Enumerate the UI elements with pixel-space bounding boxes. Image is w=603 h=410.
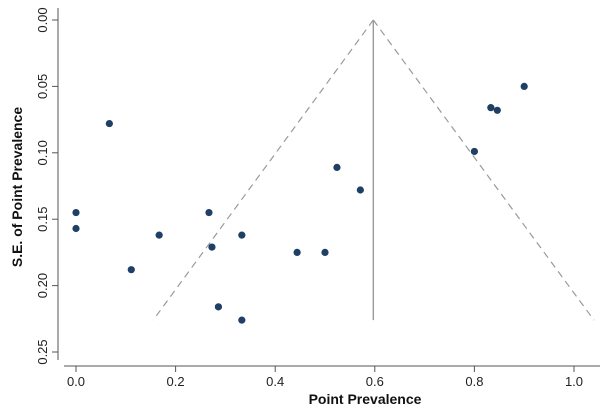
y-tick-label: 0.20 [35, 273, 50, 298]
data-point [214, 303, 223, 311]
y-axis-title: S.E. of Point Prevalence [9, 107, 25, 267]
data-point [487, 104, 495, 112]
data-point [238, 316, 246, 324]
x-tick-group: 0.0 0.2 0.4 0.6 0.8 1.0 [67, 366, 583, 389]
data-point [105, 119, 113, 128]
data-point [208, 243, 216, 251]
data-point [155, 231, 163, 239]
x-axis-title: Point Prevalence [309, 391, 422, 407]
data-point [72, 208, 80, 217]
x-tick-label: 0.4 [266, 374, 284, 389]
data-point [470, 147, 478, 156]
funnel-lines [152, 19, 595, 321]
y-tick-label: 0.10 [35, 140, 50, 165]
funnel-right-line [372, 19, 595, 321]
x-tick-label: 0.0 [67, 374, 85, 389]
data-point [238, 231, 246, 239]
y-tick-label: 0.00 [35, 7, 50, 32]
data-point [356, 186, 364, 194]
y-tick-label: 0.25 [35, 339, 50, 364]
x-tick-label: 0.8 [465, 374, 483, 389]
data-point [205, 208, 213, 217]
data-point [493, 106, 501, 114]
data-point [127, 266, 135, 274]
data-point [520, 82, 528, 90]
x-tick-label: 1.0 [565, 374, 583, 389]
data-point [333, 163, 341, 172]
x-tick-label: 0.2 [167, 374, 185, 389]
y-tick-group: 0.00 0.05 0.10 0.15 0.20 0.25 [35, 7, 58, 365]
data-point [72, 224, 80, 233]
x-tick-label: 0.6 [366, 374, 384, 389]
data-point [321, 248, 329, 256]
y-tick-label: 0.15 [35, 207, 50, 232]
y-tick-label: 0.05 [35, 74, 50, 99]
data-points [72, 82, 528, 324]
funnel-left-line [152, 19, 374, 321]
data-point [293, 248, 301, 256]
